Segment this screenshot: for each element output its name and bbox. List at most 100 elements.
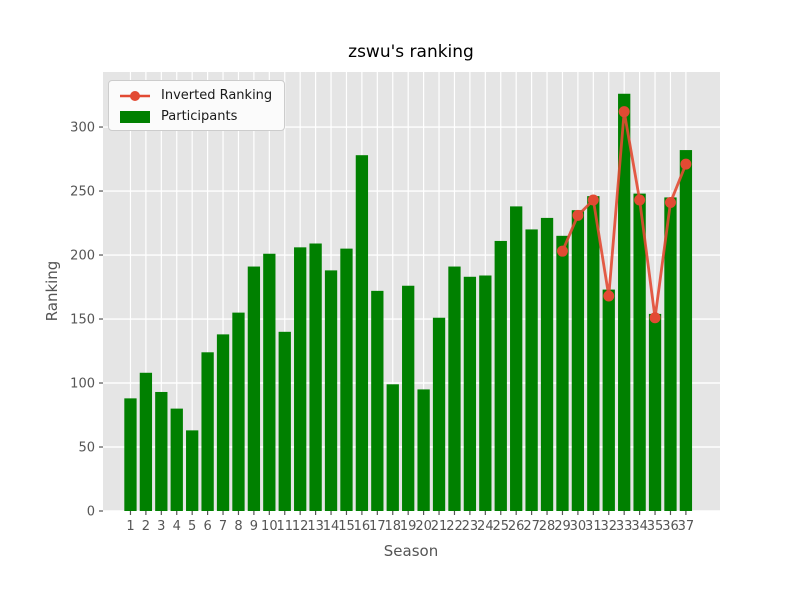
bar-season-8 <box>232 312 245 511</box>
x-tick-label: 6 <box>203 519 211 534</box>
x-tick-label: 15 <box>338 519 355 534</box>
x-tick-label: 31 <box>585 519 602 534</box>
bar-season-11 <box>278 331 291 511</box>
bar-season-23 <box>463 276 477 511</box>
bar-season-37 <box>679 150 693 512</box>
bar-season-25 <box>494 240 507 511</box>
x-tick-label: 8 <box>234 519 242 534</box>
bar-season-28 <box>540 217 554 511</box>
x-tick-label: 20 <box>415 519 432 534</box>
bar-season-13 <box>309 243 322 511</box>
x-tick-label: 7 <box>219 519 227 534</box>
x-tick-label: 2 <box>142 519 150 534</box>
bar-season-10 <box>263 253 276 511</box>
x-tick-label: 16 <box>354 519 371 534</box>
bar-season-17 <box>371 290 384 511</box>
line-marker-season-34 <box>634 194 646 206</box>
x-tick-label: 23 <box>462 519 479 534</box>
line-marker-season-29 <box>556 245 568 257</box>
y-axis-label: Ranking <box>43 261 61 322</box>
bar-season-14 <box>324 270 338 511</box>
bar-season-30 <box>571 210 585 511</box>
x-tick-label: 24 <box>477 519 494 534</box>
bar-season-9 <box>247 266 261 511</box>
x-tick-label: 33 <box>616 519 633 534</box>
bar-season-29 <box>556 235 569 511</box>
x-tick-label: 12 <box>292 519 309 534</box>
x-tick-label: 14 <box>323 519 340 534</box>
line-marker-season-31 <box>587 194 599 206</box>
bar-season-35 <box>648 313 662 511</box>
y-tick-label: 100 <box>70 377 95 392</box>
legend-item-inverted-ranking: Inverted Ranking <box>119 88 272 102</box>
x-tick-label: 27 <box>523 519 540 534</box>
line-marker-season-32 <box>603 290 615 302</box>
line-marker-season-30 <box>572 209 584 221</box>
legend: Inverted Ranking Participants <box>108 80 286 131</box>
bar-season-32 <box>602 289 615 511</box>
bar-season-12 <box>294 247 307 511</box>
x-tick-label: 10 <box>261 519 278 534</box>
bar-season-7 <box>216 334 230 511</box>
bar-season-1 <box>124 398 137 511</box>
x-tick-label: 30 <box>570 519 587 534</box>
bar-season-16 <box>355 155 369 511</box>
line-marker-season-37 <box>680 158 692 170</box>
bar-season-24 <box>479 275 492 511</box>
bar-season-18 <box>386 384 399 511</box>
bar-season-4 <box>170 408 183 511</box>
x-tick-label: 28 <box>539 519 556 534</box>
x-tick-label: 19 <box>400 519 417 534</box>
bar-season-3 <box>155 391 168 511</box>
bar-season-6 <box>201 352 214 511</box>
bar-season-21 <box>432 317 446 511</box>
y-tick-label: 0 <box>87 505 95 520</box>
x-tick-label: 11 <box>276 519 293 534</box>
line-marker-season-35 <box>649 312 661 324</box>
bar-season-20 <box>417 389 430 511</box>
bar-season-27 <box>525 229 538 511</box>
bar-season-36 <box>664 197 677 511</box>
x-tick-label: 36 <box>662 519 679 534</box>
x-tick-label: 1 <box>126 519 134 534</box>
legend-label: Inverted Ranking <box>161 87 273 103</box>
bar-season-34 <box>633 193 646 511</box>
y-tick-label: 300 <box>70 121 95 136</box>
chart-title: zswu's ranking <box>348 42 474 62</box>
bar-season-33 <box>618 93 631 511</box>
x-tick-label: 21 <box>431 519 448 534</box>
legend-item-participants: Participants <box>119 109 272 123</box>
x-tick-label: 3 <box>157 519 165 534</box>
x-tick-label: 37 <box>678 519 695 534</box>
x-tick-label: 13 <box>307 519 324 534</box>
y-tick-label: 150 <box>70 313 95 328</box>
x-tick-label: 18 <box>384 519 401 534</box>
bar-swatch-icon <box>119 109 151 123</box>
line-marker-icon <box>119 88 151 102</box>
x-axis-label: Season <box>384 542 438 560</box>
line-marker-season-33 <box>618 106 630 118</box>
x-tick-label: 22 <box>446 519 463 534</box>
x-tick-label: 34 <box>631 519 648 534</box>
bar-season-22 <box>448 266 461 511</box>
line-marker-season-36 <box>664 197 676 209</box>
y-tick-label: 200 <box>70 249 95 264</box>
bar-season-5 <box>186 430 199 511</box>
x-tick-label: 35 <box>647 519 664 534</box>
x-tick-label: 4 <box>173 519 181 534</box>
x-tick-label: 25 <box>492 519 509 534</box>
legend-label: Participants <box>161 108 238 124</box>
bar-season-2 <box>139 372 153 511</box>
y-tick-label: 250 <box>70 185 95 200</box>
x-tick-label: 17 <box>369 519 386 534</box>
x-tick-label: 32 <box>600 519 617 534</box>
bar-season-19 <box>402 285 415 511</box>
bar-season-26 <box>510 206 523 511</box>
x-tick-label: 26 <box>508 519 525 534</box>
x-tick-label: 9 <box>250 519 258 534</box>
x-tick-label: 5 <box>188 519 196 534</box>
bar-season-31 <box>587 196 600 511</box>
y-tick-label: 50 <box>78 441 95 456</box>
